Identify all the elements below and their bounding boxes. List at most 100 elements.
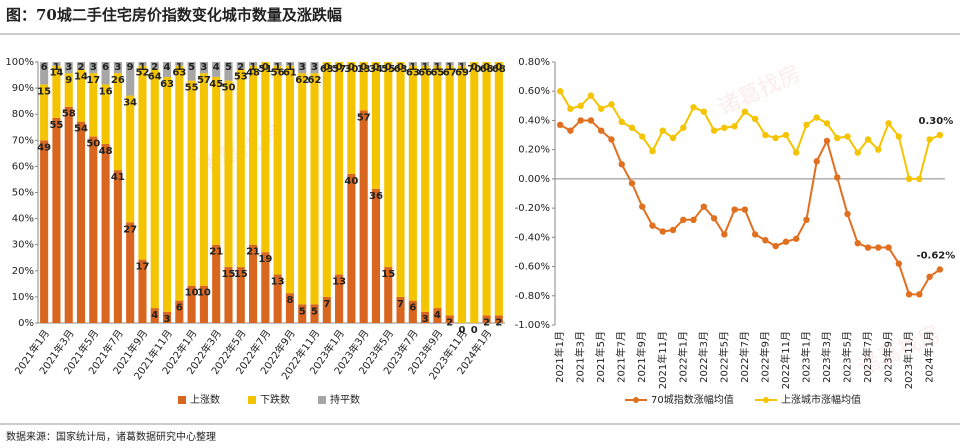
point bbox=[864, 136, 872, 143]
legend-label: 持平数 bbox=[330, 393, 360, 406]
point bbox=[762, 131, 769, 139]
data-label: 15 bbox=[234, 269, 248, 280]
bar-segment bbox=[359, 62, 368, 111]
point bbox=[741, 206, 749, 213]
y-tick-label: 10% bbox=[12, 292, 34, 303]
point bbox=[834, 134, 841, 142]
data-label: 1 bbox=[250, 62, 257, 73]
bar-segment bbox=[212, 62, 221, 77]
bar-segment bbox=[187, 285, 196, 323]
data-label: 5 bbox=[299, 306, 306, 317]
bar-segment bbox=[64, 73, 73, 107]
bar-segment bbox=[126, 62, 135, 96]
bar-segment bbox=[162, 311, 172, 323]
x-tick-label: 2023年3月 bbox=[820, 331, 833, 383]
point bbox=[803, 216, 810, 223]
point bbox=[669, 226, 677, 234]
point bbox=[926, 273, 933, 280]
data-label: -0.62% bbox=[916, 250, 955, 261]
point bbox=[556, 88, 564, 95]
x-tick-label: 2021年1月 bbox=[553, 331, 566, 383]
data-label: 1 bbox=[286, 62, 293, 73]
point bbox=[618, 118, 625, 126]
bar-segment bbox=[236, 69, 245, 268]
data-label: 63 bbox=[394, 64, 408, 75]
x-tick-label: 2023年7月 bbox=[861, 331, 874, 383]
data-label: 58 bbox=[62, 109, 76, 120]
data-label: 0 bbox=[483, 62, 490, 73]
bar-segment bbox=[285, 65, 294, 294]
y-tick-label: -0.60% bbox=[515, 262, 550, 273]
y-tick-label: 0.40% bbox=[518, 115, 550, 126]
bar-segment bbox=[421, 311, 430, 323]
bar-segment bbox=[236, 62, 245, 70]
bar-segment bbox=[273, 274, 282, 323]
data-label: 34 bbox=[369, 64, 383, 75]
y-tick-label: 0.00% bbox=[518, 174, 550, 185]
bar-segment bbox=[101, 62, 110, 85]
point bbox=[710, 127, 718, 134]
data-label: 69 bbox=[455, 68, 469, 79]
bar-segment bbox=[445, 65, 454, 316]
point bbox=[813, 114, 820, 121]
data-label: 2 bbox=[446, 318, 453, 329]
bar-segment bbox=[40, 62, 49, 85]
point bbox=[577, 117, 584, 124]
bar-segment bbox=[175, 62, 184, 66]
point bbox=[731, 123, 738, 130]
point bbox=[700, 203, 708, 210]
data-label: 17 bbox=[135, 262, 149, 273]
point bbox=[895, 260, 903, 267]
data-label: 40 bbox=[344, 176, 358, 187]
data-label: 0 bbox=[323, 62, 330, 73]
point bbox=[823, 137, 831, 145]
point bbox=[782, 131, 790, 139]
data-label: 0 bbox=[360, 62, 367, 73]
data-label: 0 bbox=[471, 62, 478, 73]
data-label: 67 bbox=[443, 68, 457, 79]
data-label: 1 bbox=[409, 62, 416, 73]
point bbox=[762, 237, 769, 244]
point bbox=[721, 231, 728, 238]
point bbox=[639, 133, 646, 140]
point bbox=[731, 206, 738, 213]
x-tick-label: 2021年7月 bbox=[615, 331, 628, 383]
data-label: 0 bbox=[459, 325, 466, 336]
watermark: 诸葛找房 bbox=[715, 61, 805, 121]
bar-segment bbox=[457, 62, 467, 66]
data-label: 61 bbox=[283, 68, 297, 79]
y-tick-label: -1.00% bbox=[515, 320, 550, 331]
data-label: 0 bbox=[385, 62, 392, 73]
bar-segment bbox=[482, 315, 491, 323]
bar-segment bbox=[347, 173, 356, 323]
point bbox=[669, 134, 677, 142]
point bbox=[721, 124, 728, 131]
data-label: 0 bbox=[495, 62, 502, 73]
data-label: 21 bbox=[246, 247, 260, 258]
data-label: 66 bbox=[418, 68, 432, 79]
bar-segment bbox=[52, 117, 61, 323]
data-label: 36 bbox=[369, 191, 383, 202]
data-label: 19 bbox=[258, 254, 272, 265]
data-label: 63 bbox=[406, 68, 420, 79]
point bbox=[608, 136, 615, 143]
data-label: 1 bbox=[422, 62, 429, 73]
bar-segment bbox=[322, 296, 331, 323]
point bbox=[700, 108, 708, 115]
data-label: 26 bbox=[111, 75, 125, 86]
data-label: 0 bbox=[372, 62, 379, 73]
point bbox=[680, 124, 687, 131]
legend-label: 上涨城市涨幅均值 bbox=[781, 393, 861, 406]
point bbox=[875, 146, 882, 153]
point bbox=[690, 104, 697, 111]
data-label: 70 bbox=[467, 64, 481, 75]
point bbox=[813, 158, 820, 165]
data-label: 50 bbox=[222, 83, 236, 94]
bar-segment bbox=[261, 252, 270, 323]
data-label: 63 bbox=[320, 64, 334, 75]
bar-segment bbox=[138, 65, 147, 260]
bar-segment bbox=[76, 62, 86, 70]
legend-label: 上涨数 bbox=[190, 393, 220, 406]
bar-segment bbox=[101, 144, 110, 323]
data-label: 13 bbox=[332, 277, 346, 288]
